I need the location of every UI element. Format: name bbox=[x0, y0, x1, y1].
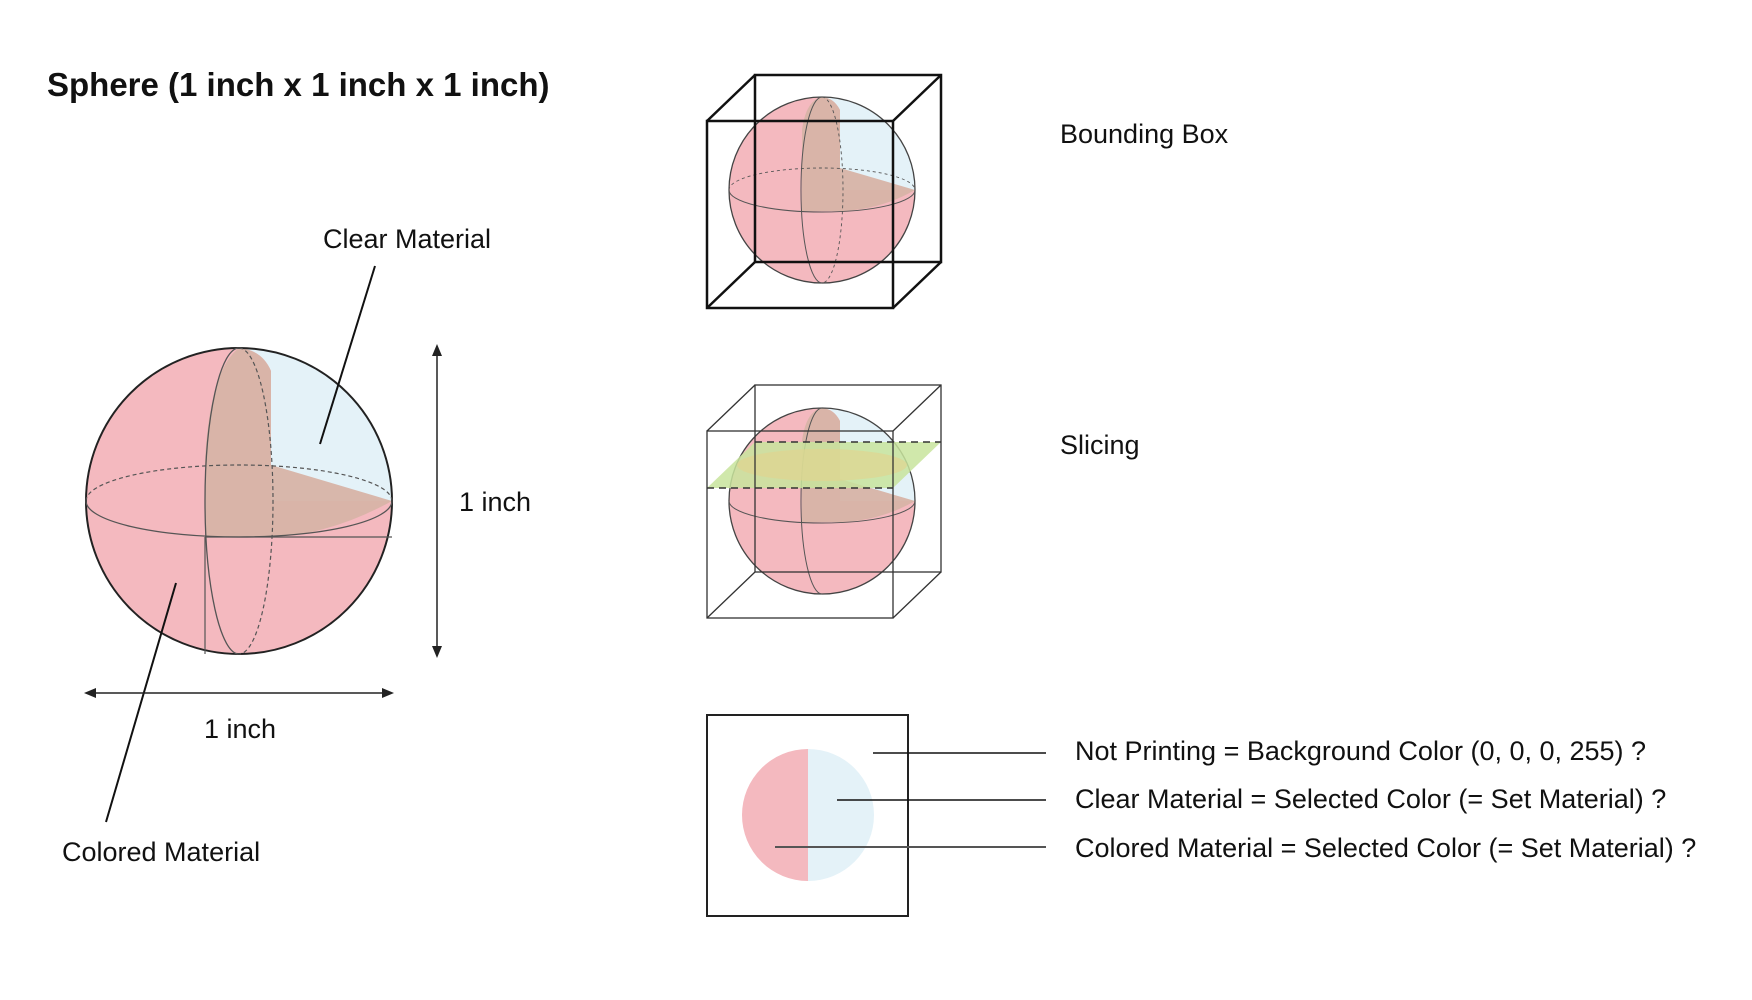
sphere-clear-octant bbox=[239, 348, 392, 501]
slice-plane-intersection bbox=[737, 449, 907, 481]
sphere-horizontal-cut bbox=[271, 465, 392, 537]
slice-cube bbox=[706, 384, 942, 619]
slicing-label: Slicing bbox=[1060, 430, 1140, 460]
colored-material-leader bbox=[105, 582, 177, 823]
slice-meridian bbox=[800, 407, 823, 595]
bounding-box-diagram bbox=[705, 73, 943, 310]
slice-sphere-cut bbox=[802, 408, 915, 522]
colored-material-label: Colored Material bbox=[62, 837, 261, 867]
page-title: Sphere (1 inch x 1 inch x 1 inch) bbox=[47, 66, 550, 103]
cross-section-diagram bbox=[706, 714, 1046, 917]
bbox-sphere-cut bbox=[802, 97, 915, 211]
height-dimension-arrow bbox=[432, 344, 442, 658]
slice-equator bbox=[728, 500, 916, 524]
legend-clear-material: Clear Material = Selected Color (= Set M… bbox=[1075, 784, 1667, 814]
sphere-equator-back bbox=[85, 464, 393, 502]
bbox-meridian bbox=[800, 96, 823, 284]
main-sphere bbox=[85, 347, 393, 655]
legend-not-printing: Not Printing = Background Color (0, 0, 0… bbox=[1075, 736, 1647, 766]
height-dimension-label: 1 inch bbox=[459, 487, 532, 517]
clear-material-leader bbox=[319, 265, 376, 445]
bbox-equator-back bbox=[728, 167, 916, 191]
width-dimension-arrow bbox=[84, 688, 394, 698]
bbox-meridian-back bbox=[821, 96, 844, 284]
bbox-equator bbox=[728, 189, 916, 213]
bbox-cube bbox=[705, 73, 943, 310]
clear-material-label: Clear Material bbox=[323, 224, 492, 254]
slicing-diagram bbox=[706, 384, 942, 619]
width-dimension-label: 1 inch bbox=[204, 714, 277, 744]
bounding-box-label: Bounding Box bbox=[1060, 119, 1229, 149]
sphere-meridian-left bbox=[204, 347, 240, 655]
sphere-vertical-cut bbox=[205, 348, 271, 537]
sphere-meridian-right bbox=[238, 347, 274, 655]
legend-colored-material: Colored Material = Selected Color (= Set… bbox=[1075, 833, 1697, 863]
